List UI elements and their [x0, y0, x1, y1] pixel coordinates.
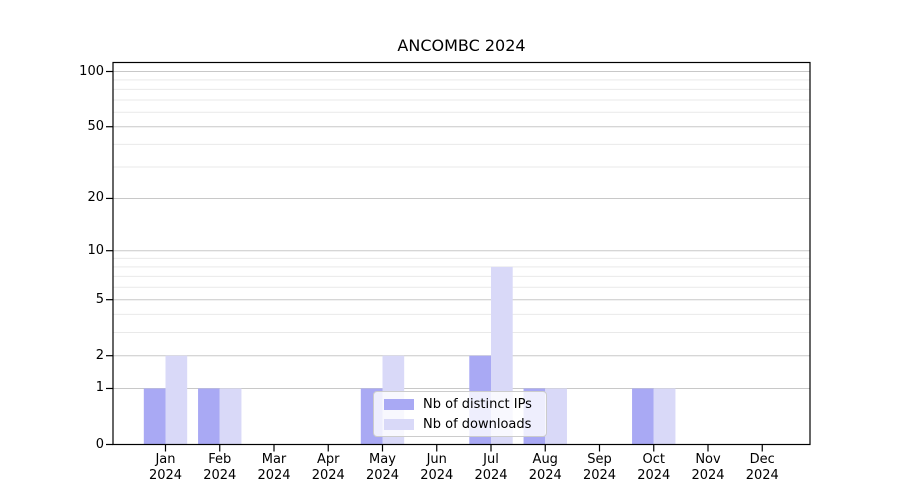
plot-frame	[112, 61, 811, 446]
x-tick-year: 2024	[203, 467, 237, 483]
bar-downloads-feb	[219, 388, 242, 445]
x-tick-year: 2024	[148, 467, 183, 483]
x-tick-label-nov: Nov 2024	[676, 452, 740, 483]
x-tick-year: 2024	[528, 467, 562, 483]
x-tick-month: Jan	[155, 452, 176, 467]
legend-label-downloads: Nb of downloads	[423, 416, 532, 432]
chart-title: ANCOMBC 2024	[397, 36, 526, 55]
bar-downloads-oct	[653, 388, 676, 445]
x-tick-month: Nov	[695, 452, 721, 467]
x-tick-label-sep: Sep 2024	[568, 452, 632, 483]
x-tick-year: 2024	[637, 467, 671, 483]
y-tick-label-100: 100	[79, 63, 104, 79]
x-tick-year: 2024	[582, 467, 617, 483]
x-tick-label-feb: Feb 2024	[188, 452, 252, 483]
x-tick-month: Jul	[483, 452, 499, 467]
x-tick-month: Mar	[261, 452, 287, 467]
y-tick-label-10: 10	[87, 242, 104, 258]
x-tick-month: Feb	[208, 452, 232, 467]
x-tick-label-jan: Jan 2024	[134, 452, 198, 483]
y-tick-label-50: 50	[87, 118, 104, 134]
x-tick-year: 2024	[365, 467, 400, 483]
x-tick-label-may: May 2024	[351, 452, 415, 483]
x-tick-month: Sep	[587, 452, 612, 467]
legend-swatch-downloads	[384, 418, 414, 430]
x-tick-label-dec: Dec 2024	[730, 452, 794, 483]
x-tick-month: Aug	[532, 452, 558, 467]
x-tick-month: Apr	[317, 452, 340, 467]
y-tick-label-2: 2	[95, 347, 104, 363]
y-tick-label-0: 0	[95, 436, 104, 452]
bar-distinct-ips-oct	[632, 388, 654, 445]
x-tick-year: 2024	[311, 467, 345, 483]
x-tick-month: Oct	[642, 452, 665, 467]
x-tick-year: 2024	[420, 467, 454, 483]
x-tick-month: May	[369, 452, 396, 467]
x-tick-label-jun: Jun 2024	[405, 452, 469, 483]
x-tick-year: 2024	[691, 467, 725, 483]
x-tick-year: 2024	[257, 467, 291, 483]
legend-label-distinct-ips: Nb of distinct IPs	[423, 396, 532, 412]
legend-item-downloads: Nb of downloads	[384, 415, 546, 433]
y-tick-label-20: 20	[87, 190, 104, 206]
x-tick-label-jul: Jul 2024	[459, 452, 523, 483]
bar-downloads-jan	[165, 355, 188, 445]
y-tick-label-1: 1	[95, 380, 104, 396]
x-tick-month: Dec	[749, 452, 775, 467]
bar-distinct-ips-jan	[143, 388, 166, 445]
legend: Nb of distinct IPs Nb of downloads	[373, 391, 547, 437]
x-tick-label-mar: Mar 2024	[242, 452, 306, 483]
x-tick-label-oct: Oct 2024	[622, 452, 686, 483]
legend-swatch-distinct-ips	[384, 398, 414, 410]
bar-distinct-ips-feb	[198, 388, 220, 445]
y-tick-label-5: 5	[95, 291, 104, 307]
x-tick-month: Jun	[426, 452, 447, 467]
legend-item-distinct-ips: Nb of distinct IPs	[384, 395, 546, 413]
x-tick-label-apr: Apr 2024	[296, 452, 360, 483]
x-tick-label-aug: Aug 2024	[513, 452, 577, 483]
x-tick-year: 2024	[745, 467, 779, 483]
bar-downloads-aug	[545, 388, 567, 445]
x-tick-year: 2024	[474, 467, 508, 483]
